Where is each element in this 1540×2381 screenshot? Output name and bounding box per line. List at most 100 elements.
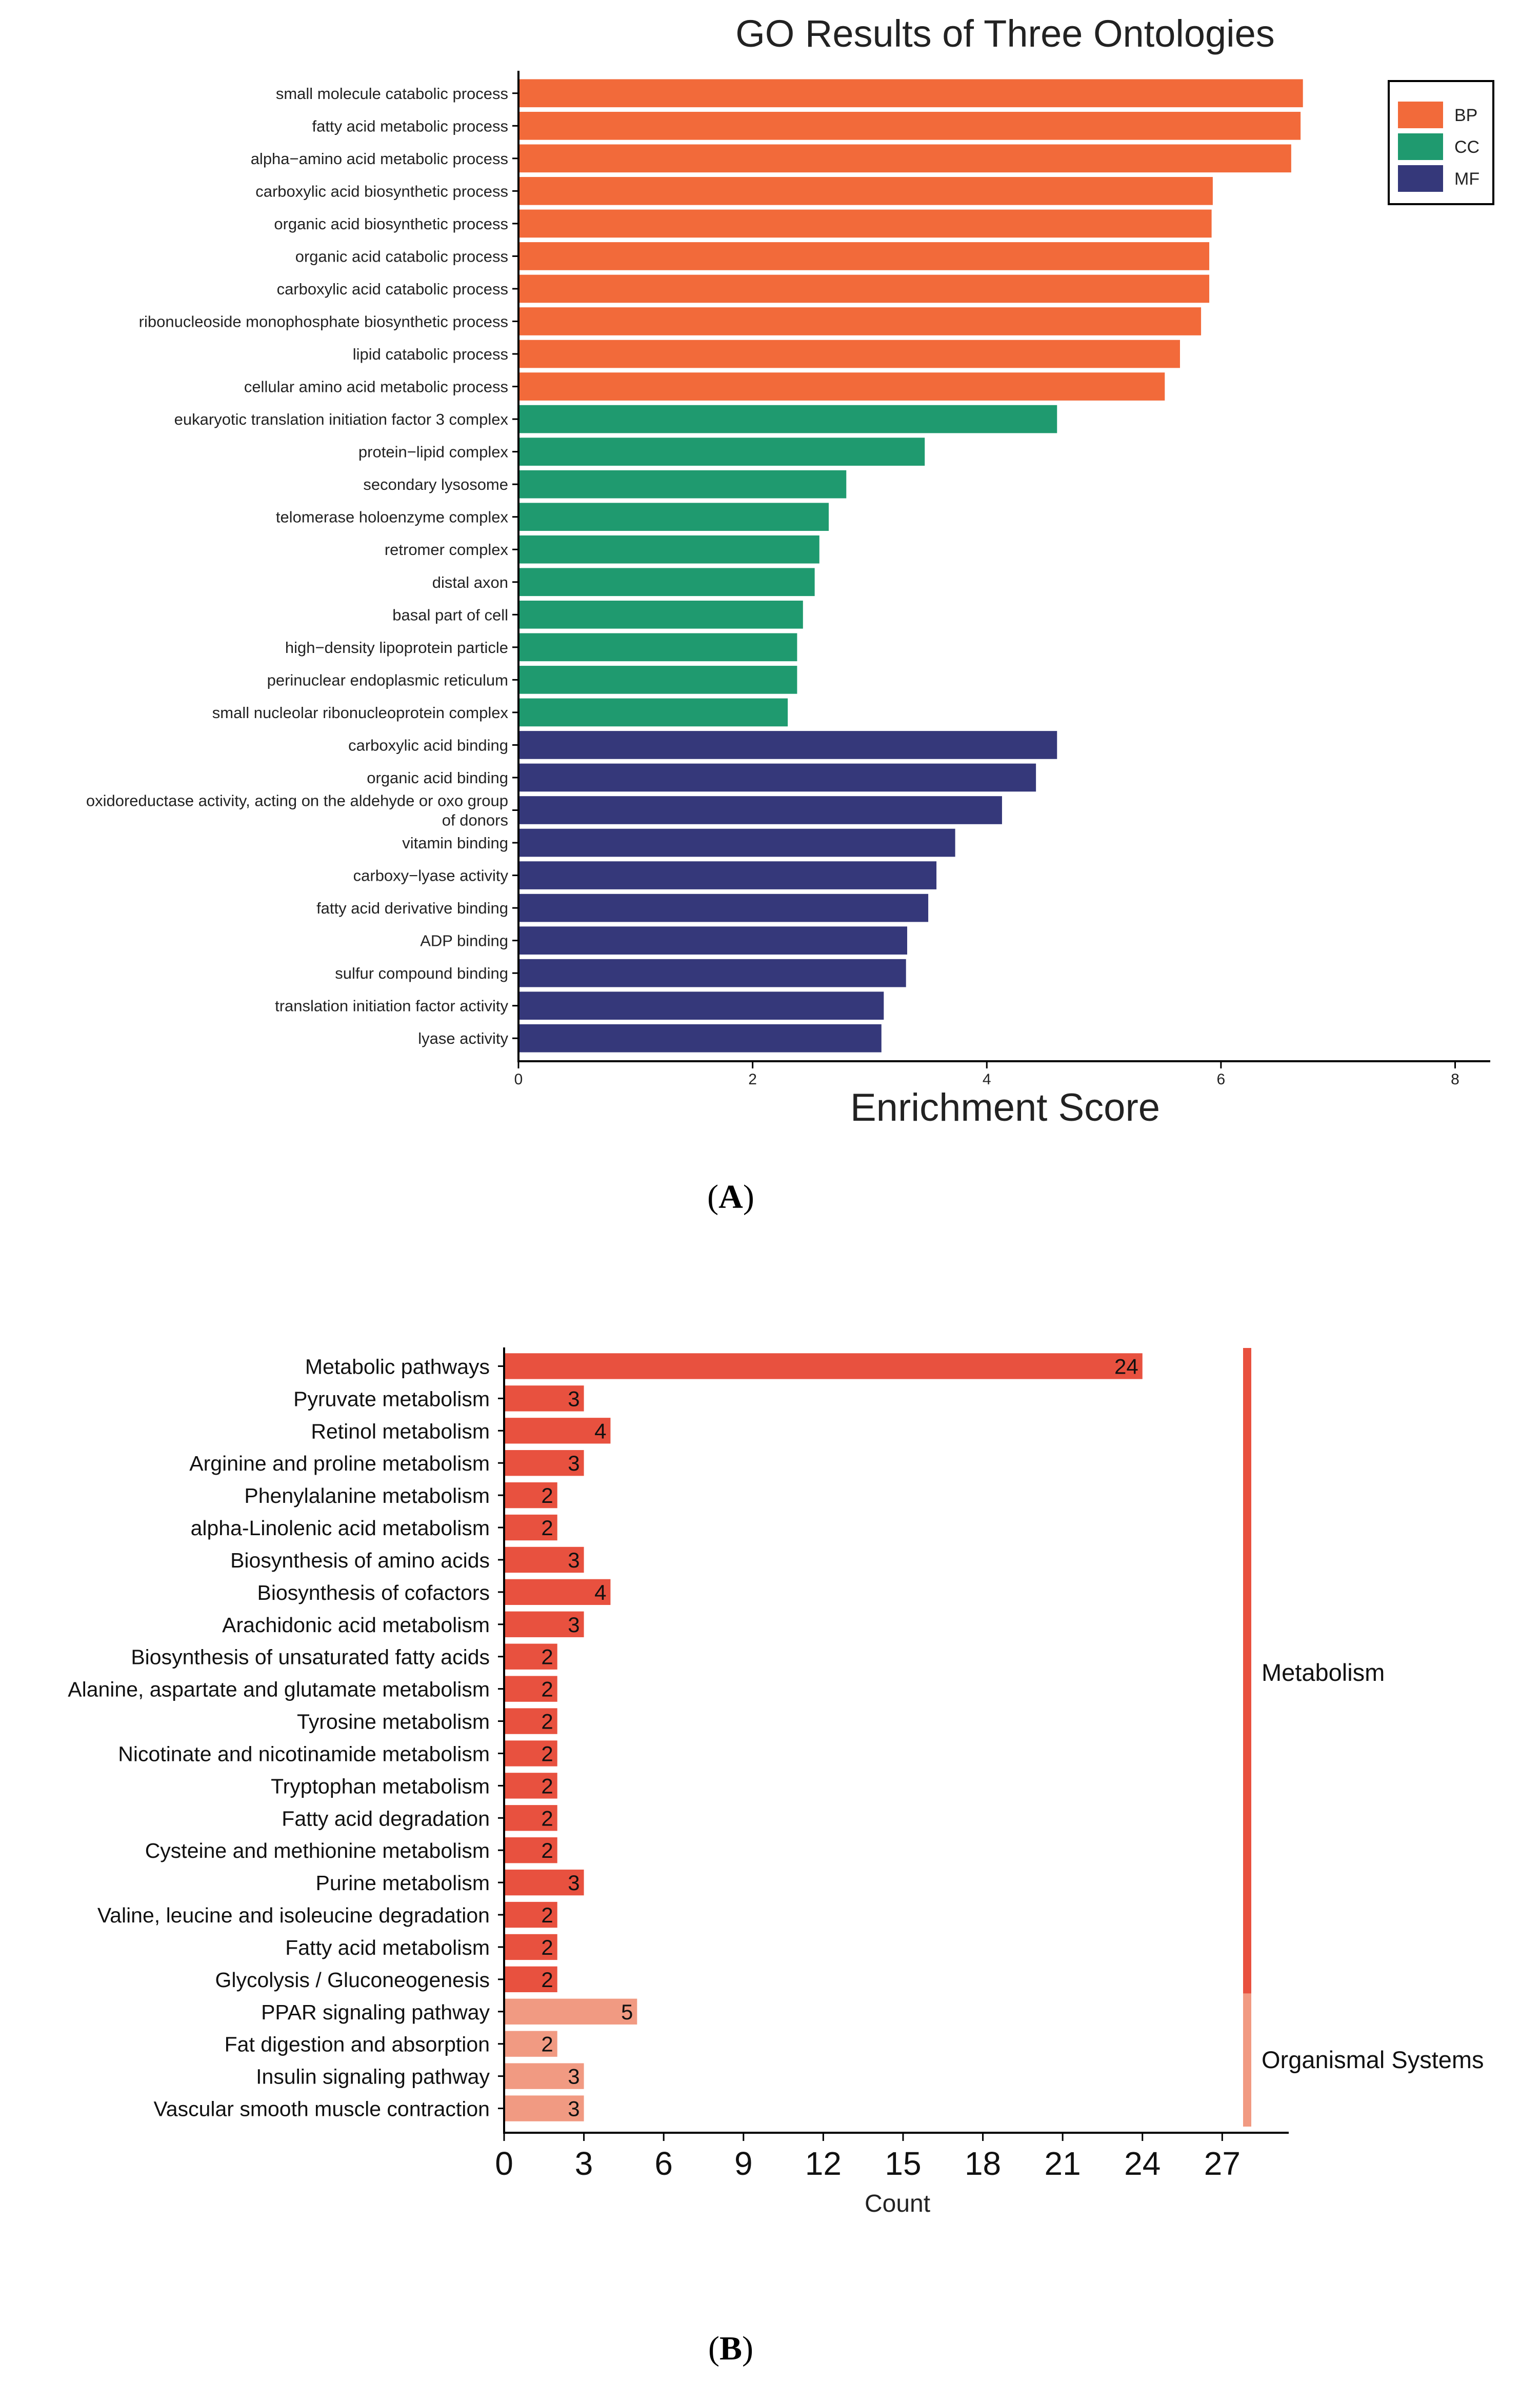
go-term-label: distal axon xyxy=(432,573,508,591)
go-term-label: perinuclear endoplasmic reticulum xyxy=(267,671,508,689)
go-term-label: cellular amino acid metabolic process xyxy=(244,378,508,396)
panel-a-caption: (A) xyxy=(707,1178,754,1216)
pathway-bar xyxy=(504,1450,584,1476)
pathway-bar xyxy=(504,2095,584,2121)
pathway-bar xyxy=(504,1869,584,1896)
go-bar xyxy=(518,177,1213,205)
group-label: Metabolism xyxy=(1262,1659,1385,1686)
pathway-count-label: 2 xyxy=(541,1774,553,1798)
pathway-label: Insulin signaling pathway xyxy=(256,2065,490,2089)
pathway-bar xyxy=(504,1966,557,1993)
pathway-bar xyxy=(504,1998,637,2025)
pathway-count-label: 2 xyxy=(541,1516,553,1540)
pathway-label: Metabolic pathways xyxy=(305,1355,490,1378)
go-term-label: carboxylic acid biosynthetic process xyxy=(255,182,508,200)
pathway-bar xyxy=(504,1643,557,1670)
x-tick-label: 6 xyxy=(1217,1071,1226,1088)
go-bar xyxy=(518,470,847,499)
go-bar xyxy=(518,503,829,531)
pathway-count-label: 3 xyxy=(568,2065,579,2089)
x-tick-label: 6 xyxy=(654,2145,673,2182)
panel-a-go-chart: GO Results of Three Ontologies small mol… xyxy=(86,12,1494,1216)
pathway-bar xyxy=(504,1353,1143,1379)
group-indicator-bar xyxy=(1243,1993,1251,2127)
pathway-label: Retinol metabolism xyxy=(311,1419,490,1443)
pathway-label: Glycolysis / Gluconeogenesis xyxy=(215,1968,490,1992)
pathway-label: Arachidonic acid metabolism xyxy=(222,1613,490,1637)
group-label: Organismal Systems xyxy=(1262,2046,1484,2073)
pathway-bar xyxy=(504,2031,557,2057)
pathway-label: Fatty acid degradation xyxy=(282,1807,490,1830)
legend-swatch-cc xyxy=(1398,133,1443,160)
pathway-count-label: 2 xyxy=(541,1903,553,1927)
pathway-bar xyxy=(504,1514,557,1541)
pathway-count-label: 2 xyxy=(541,2032,553,2056)
go-bar xyxy=(518,568,815,597)
pathway-bar xyxy=(504,1482,557,1509)
x-tick-label: 3 xyxy=(575,2145,593,2182)
go-bar xyxy=(518,991,884,1020)
pathway-count-label: 3 xyxy=(568,1548,579,1572)
go-bar xyxy=(518,731,1057,759)
go-term-label: ADP binding xyxy=(420,932,508,950)
go-term-label: of donors xyxy=(442,811,508,829)
go-bar xyxy=(518,79,1303,108)
go-bar xyxy=(518,372,1165,401)
pathway-label: Fatty acid metabolism xyxy=(285,1936,490,1959)
pathway-bar xyxy=(504,1837,557,1863)
pathway-label: alpha-Linolenic acid metabolism xyxy=(191,1516,490,1540)
x-tick-label: 2 xyxy=(748,1071,757,1088)
pathway-count-label: 3 xyxy=(568,1451,579,1475)
go-term-label: carboxylic acid catabolic process xyxy=(277,280,508,298)
pathway-label: Pyruvate metabolism xyxy=(293,1387,490,1411)
pathway-label: Alanine, aspartate and glutamate metabol… xyxy=(68,1678,490,1701)
pathway-bar xyxy=(504,1611,584,1637)
pathway-count-label: 3 xyxy=(568,1613,579,1637)
x-tick-label: 21 xyxy=(1045,2145,1081,2182)
go-bar xyxy=(518,828,955,857)
pathway-label: Tyrosine metabolism xyxy=(297,1710,490,1734)
go-term-label: protein−lipid complex xyxy=(358,443,509,461)
go-term-label: alpha−amino acid metabolic process xyxy=(251,150,508,168)
pathway-label: Fat digestion and absorption xyxy=(225,2033,490,2056)
go-bar xyxy=(518,535,819,564)
pathway-count-label: 3 xyxy=(568,1386,579,1411)
x-tick-label: 12 xyxy=(805,2145,842,2182)
pathway-bar xyxy=(504,1901,557,1928)
pathway-bar xyxy=(504,1385,584,1412)
pathway-count-label: 2 xyxy=(541,1710,553,1734)
go-bar xyxy=(518,926,907,955)
pathway-count-label: 3 xyxy=(568,2097,579,2121)
pathway-count-label: 2 xyxy=(541,1677,553,1701)
go-term-label: translation initiation factor activity xyxy=(275,997,508,1015)
x-tick-label: 27 xyxy=(1204,2145,1241,2182)
go-bar xyxy=(518,111,1301,140)
go-term-label: sulfur compound binding xyxy=(335,964,508,982)
go-term-label: vitamin binding xyxy=(402,834,508,852)
go-bar xyxy=(518,796,1002,824)
go-term-label: oxidoreductase activity, acting on the a… xyxy=(86,792,508,810)
pathway-count-label: 2 xyxy=(541,1968,553,1992)
go-term-label: high−density lipoprotein particle xyxy=(285,639,508,657)
go-bar xyxy=(518,861,937,889)
x-tick-label: 4 xyxy=(983,1071,991,1088)
panel-b-caption-letter: B xyxy=(719,2330,742,2367)
go-term-label: ribonucleoside monophosphate biosyntheti… xyxy=(139,313,508,331)
go-term-label: telomerase holoenzyme complex xyxy=(276,508,509,526)
pathway-bar xyxy=(504,1418,611,1444)
legend-label-mf: MF xyxy=(1454,169,1479,189)
panel-a-caption-letter: A xyxy=(718,1178,743,1216)
legend-swatch-bp xyxy=(1398,102,1443,128)
go-bar xyxy=(518,438,925,466)
go-bar xyxy=(518,698,788,727)
pathway-bar xyxy=(504,1708,557,1734)
pathway-count-label: 4 xyxy=(594,1580,606,1604)
go-term-label: lyase activity xyxy=(418,1029,508,1047)
pathway-bar xyxy=(504,1676,557,1702)
panel-a-title: GO Results of Three Ontologies xyxy=(735,12,1275,55)
go-term-label: carboxylic acid binding xyxy=(348,736,508,754)
x-tick-label: 8 xyxy=(1451,1071,1459,1088)
go-term-label: eukaryotic translation initiation factor… xyxy=(174,410,509,428)
go-bar xyxy=(518,307,1202,335)
